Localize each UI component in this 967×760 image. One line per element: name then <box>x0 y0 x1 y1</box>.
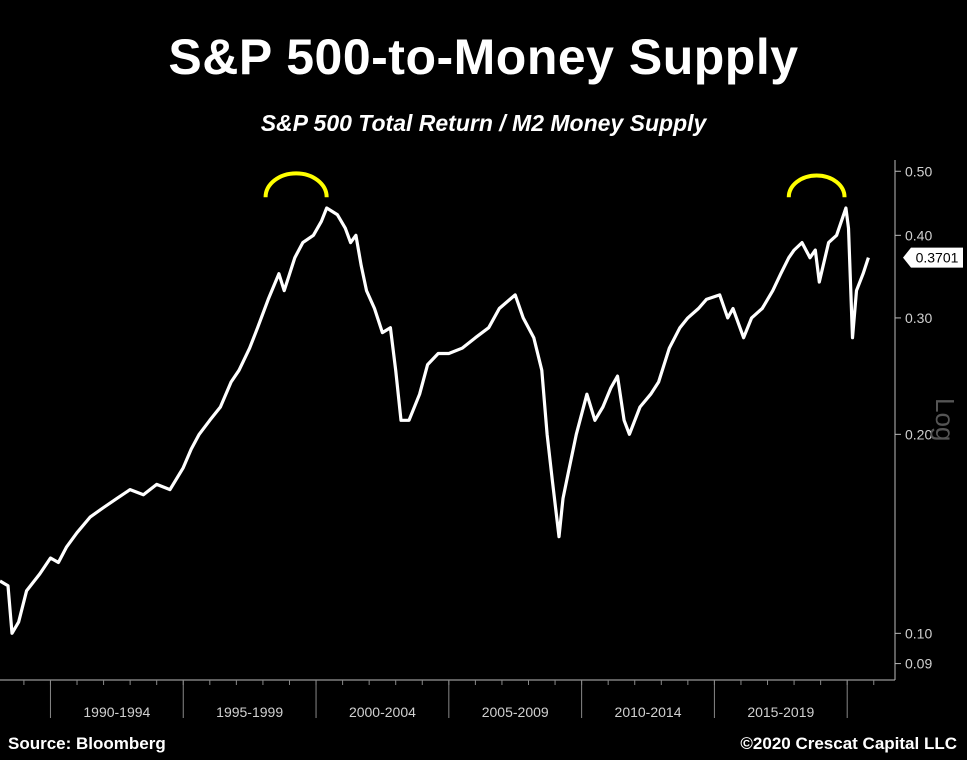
x-tick-label: 2000-2004 <box>349 704 416 720</box>
y-tick-label: 0.40 <box>905 227 932 243</box>
chart-title: S&P 500-to-Money Supply <box>168 29 799 85</box>
copyright-note: ©2020 Crescat Capital LLC <box>740 734 957 753</box>
x-tick-label: 2010-2014 <box>615 704 682 720</box>
x-tick-label: 1990-1994 <box>83 704 150 720</box>
x-tick-label: 2005-2009 <box>482 704 549 720</box>
y-tick-label: 0.10 <box>905 625 932 641</box>
chart-subtitle: S&P 500 Total Return / M2 Money Supply <box>260 110 707 136</box>
series-line <box>0 206 870 635</box>
y-tick-label: 0.20 <box>905 426 932 442</box>
last-value-label: 0.3701 <box>916 250 959 266</box>
y-tick-label: 0.30 <box>905 310 932 326</box>
y-tick-label: 0.09 <box>905 656 932 672</box>
y-scale-label: Log <box>930 398 960 441</box>
highlight-arc <box>263 171 329 198</box>
axes <box>0 160 901 718</box>
last-value-badge <box>903 247 963 268</box>
series-layer <box>0 206 870 635</box>
x-tick-label: 2015-2019 <box>747 704 814 720</box>
source-note: Source: Bloomberg <box>8 734 166 753</box>
label-layer: 0.50 0.40 0.30 0.20 0.10 0.09 1990-1994 1995-19… <box>83 163 963 720</box>
highlight-arc <box>786 173 847 198</box>
x-tick-label: 1995-1999 <box>216 704 283 720</box>
y-tick-label: 0.50 <box>905 163 932 179</box>
highlight-layer <box>263 171 847 198</box>
